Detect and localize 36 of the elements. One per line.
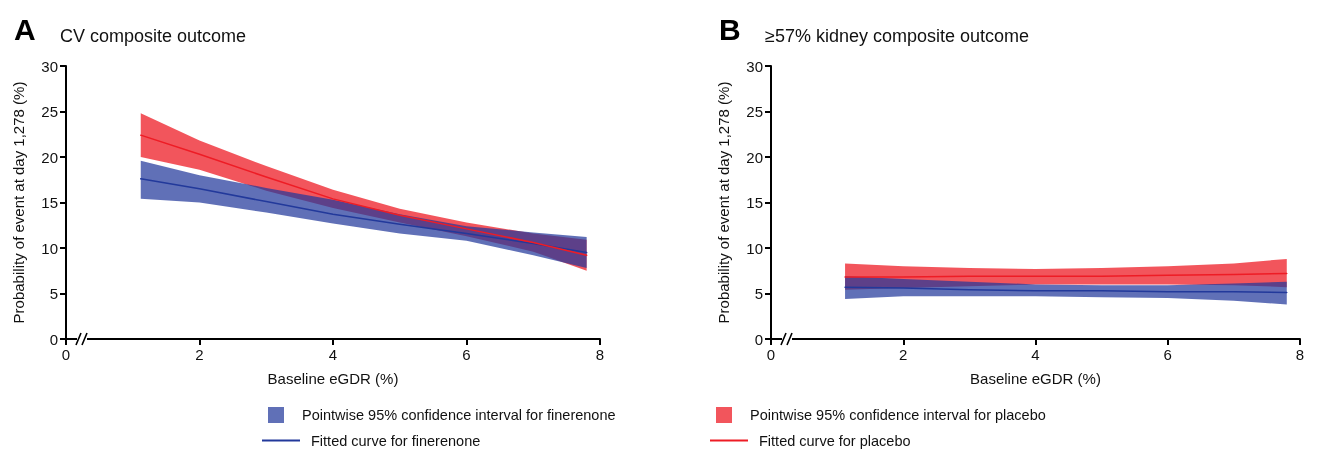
y-tick-label: 10 <box>746 239 763 257</box>
y-tick-label: 25 <box>41 103 58 120</box>
x-tick-label: 6 <box>462 346 471 363</box>
x-tick-label: 2 <box>899 346 908 363</box>
y-tick-label: 15 <box>41 194 58 211</box>
chart-title: CV composite outcome <box>60 26 247 46</box>
x-tick-label: 0 <box>61 346 71 363</box>
text: Pointwise 95% confidence interval for finerenone <box>302 406 616 423</box>
x-tick-label: 2 <box>195 346 204 363</box>
y-tick-label: 10 <box>41 239 58 257</box>
text: B <box>719 12 741 46</box>
x-tick-label: 6 <box>1163 346 1172 363</box>
y-tick-label: 0 <box>49 330 58 348</box>
chart-title: ≥57% kidney composite outcome <box>765 26 1030 46</box>
legend-label: Fitted curve for placebo <box>759 432 911 449</box>
y-tick-label: 5 <box>754 285 763 302</box>
x-axis-title: Baseline eGDR (%) <box>970 370 1101 387</box>
x-tick-label: 4 <box>1031 346 1040 363</box>
x-tick-label: 8 <box>1295 346 1305 363</box>
text: A <box>14 12 36 46</box>
y-tick-label: 20 <box>746 148 763 166</box>
y-axis-title: Probability of event at day 1,278 (%) <box>10 81 27 324</box>
y-axis-title: Probability of event at day 1,278 (%) <box>715 81 732 324</box>
legend-label: Fitted curve for finerenone <box>311 432 481 449</box>
x-tick-label: 4 <box>328 346 338 363</box>
y-tick-label: 5 <box>49 285 58 302</box>
text: Pointwise 95% confidence interval for placebo <box>750 406 1046 423</box>
x-tick-label: 0 <box>766 346 776 363</box>
y-tick-label: 0 <box>754 330 763 348</box>
y-tick-label: 25 <box>746 103 763 120</box>
x-tick-label: 8 <box>595 346 605 363</box>
y-tick-label: 30 <box>41 57 58 75</box>
y-tick-label: 15 <box>746 194 763 211</box>
y-tick-label: 30 <box>746 57 763 75</box>
y-tick-label: 20 <box>41 148 58 166</box>
x-axis-title: Baseline eGDR (%) <box>267 370 399 387</box>
